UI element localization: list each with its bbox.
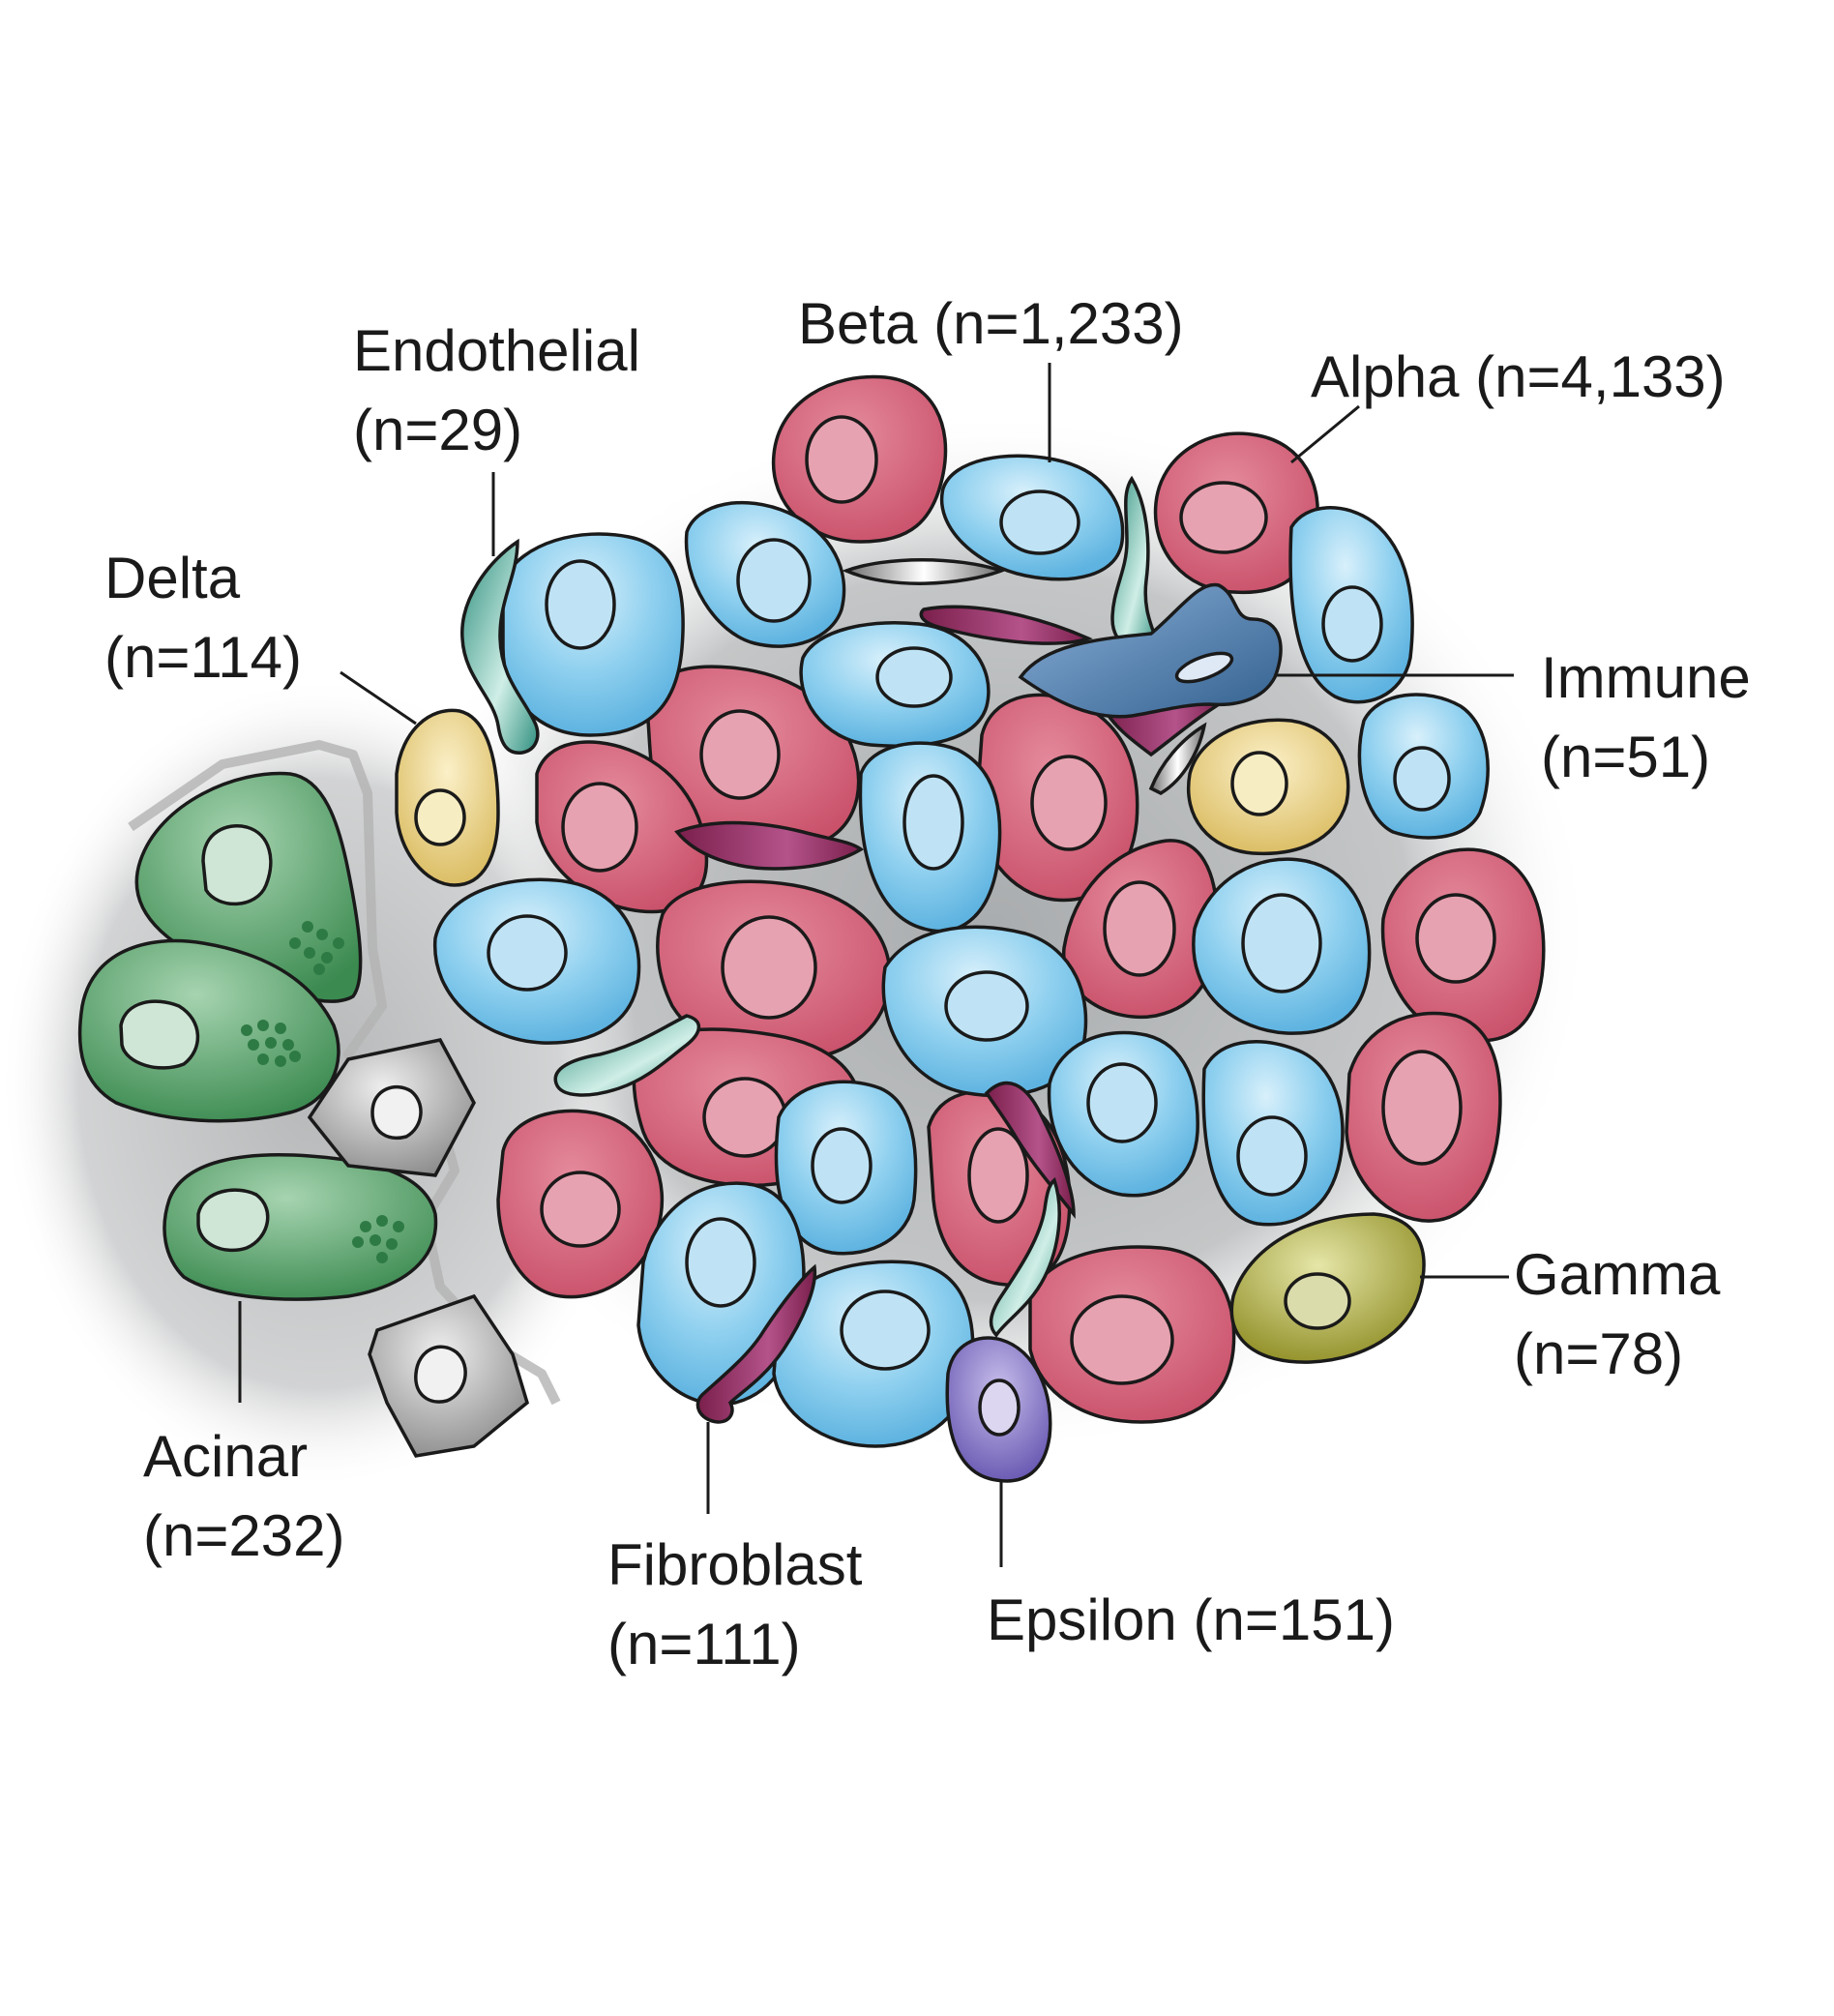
- endothelial-label: Endothelial: [353, 318, 640, 383]
- alpha-nucleus: [699, 709, 781, 800]
- alpha-nucleus: [721, 915, 817, 1020]
- fibroblast-cell: [919, 605, 1093, 645]
- endothelial-cells: [460, 475, 1159, 1338]
- delta-nucleus: [1230, 751, 1288, 816]
- alpha-nucleus: [1030, 755, 1108, 851]
- beta-nucleus: [1241, 893, 1322, 993]
- acinar-nucleus: [196, 1188, 270, 1253]
- zymogen-granules: [289, 921, 344, 975]
- fibroblast-count: (n=111): [607, 1612, 801, 1676]
- beta-nucleus: [1321, 585, 1383, 663]
- ductal-cells: [307, 1038, 530, 1458]
- endothelial-count: (n=29): [353, 398, 522, 462]
- beta-nucleus: [999, 489, 1080, 555]
- beta-label: Beta (n=1,233): [798, 291, 1184, 356]
- alpha-nucleus: [1381, 1050, 1463, 1166]
- alpha-nucleus: [1179, 481, 1268, 554]
- epsilon-cells: [945, 1336, 1052, 1483]
- alpha-leader: [1290, 404, 1360, 464]
- delta-leader: [340, 670, 417, 726]
- immune-label: Immune: [1541, 645, 1751, 710]
- gamma-cells: [1229, 1212, 1426, 1364]
- alpha-label: Alpha (n=4,133): [1311, 344, 1726, 409]
- acinar-count: (n=232): [143, 1503, 344, 1568]
- ductal-nucleus: [414, 1345, 467, 1404]
- delta-label: Delta: [104, 546, 241, 610]
- endothelial-cell: [460, 538, 540, 755]
- acinar-label: Acinar: [143, 1424, 308, 1489]
- immune-cell: [1018, 582, 1283, 719]
- gamma-count: (n=78): [1514, 1321, 1683, 1386]
- zymogen-granules: [352, 1215, 404, 1263]
- beta-cells: [433, 454, 1490, 1448]
- fibroblast-cell: [674, 820, 865, 871]
- beta-nucleus: [840, 1290, 931, 1371]
- pericyte-cell: [1148, 722, 1207, 795]
- alpha-nucleus: [1070, 1294, 1174, 1385]
- immune-cells: [1018, 582, 1283, 719]
- epsilon-label: Epsilon (n=151): [987, 1587, 1395, 1652]
- beta-nucleus: [875, 646, 953, 708]
- gamma-nucleus: [1284, 1272, 1351, 1330]
- ductal-nucleus: [370, 1084, 423, 1140]
- alpha-nucleus: [967, 1127, 1029, 1224]
- fibroblast-label: Fibroblast: [607, 1532, 863, 1597]
- acinar-cell: [77, 938, 340, 1123]
- pericyte-cell: [842, 558, 1007, 585]
- cell-type-labels: Beta (n=1,233) Alpha (n=4,133) Endotheli…: [104, 291, 1751, 1676]
- acinar-nucleus: [201, 824, 273, 906]
- zymogen-granules: [241, 1020, 301, 1067]
- alpha-nucleus: [1415, 893, 1496, 984]
- grey-elongated-cells: [842, 558, 1207, 795]
- alpha-nucleus: [561, 782, 638, 873]
- beta-nucleus: [902, 774, 964, 871]
- alpha-nucleus: [805, 415, 878, 504]
- endothelial-cell: [989, 1177, 1061, 1338]
- acinar-nucleus: [119, 999, 200, 1070]
- acinar-cells: [77, 771, 438, 1301]
- alpha-nucleus: [1103, 880, 1176, 977]
- immune-count: (n=51): [1541, 725, 1710, 789]
- endothelial-cell: [553, 1014, 701, 1097]
- beta-nucleus: [685, 1217, 756, 1308]
- gamma-label: Gamma: [1514, 1242, 1721, 1307]
- beta-nucleus: [487, 914, 568, 992]
- epsilon-nucleus: [978, 1379, 1021, 1437]
- immune-nucleus: [1174, 651, 1234, 684]
- beta-nucleus: [545, 559, 616, 650]
- beta-nucleus: [811, 1127, 873, 1204]
- alpha-nucleus: [702, 1077, 787, 1158]
- delta-count: (n=114): [104, 625, 302, 690]
- beta-nucleus: [1086, 1062, 1158, 1143]
- leader-lines: [238, 363, 1514, 1567]
- beta-nucleus: [736, 538, 812, 623]
- beta-nucleus: [1236, 1115, 1308, 1197]
- beta-nucleus: [944, 970, 1029, 1042]
- delta-nucleus: [414, 788, 466, 846]
- beta-nucleus: [1393, 746, 1451, 812]
- alpha-cells: [496, 374, 1546, 1424]
- alpha-nucleus: [540, 1171, 621, 1248]
- fibroblast-cell: [695, 1263, 817, 1424]
- delta-cells: [395, 708, 1350, 887]
